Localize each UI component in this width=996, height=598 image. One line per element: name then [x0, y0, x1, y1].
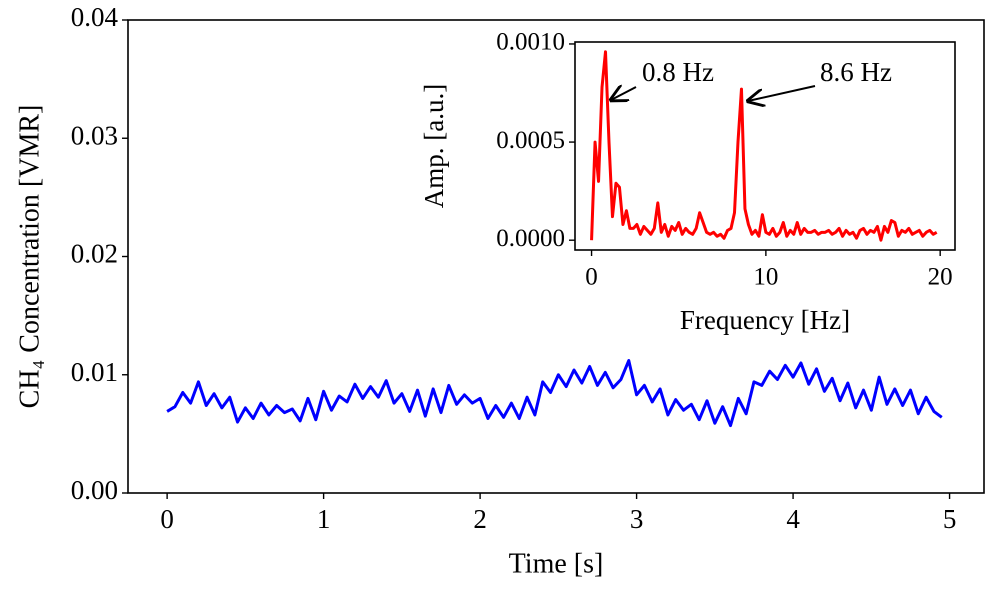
inset-background [415, 27, 970, 335]
data-line [590, 50, 938, 242]
annotation-arrow [611, 87, 637, 100]
axes-frame [574, 41, 956, 251]
data-line [166, 359, 943, 428]
x-axis-label: Frequency [Hz] [680, 305, 850, 335]
y-tick-label: 0.04 [71, 2, 119, 32]
y-tick-label: 0.0000 [496, 225, 565, 252]
x-tick-label: 3 [630, 504, 644, 534]
annotation-arrow [748, 85, 816, 101]
y-tick-label: 0.02 [71, 239, 118, 269]
y-tick-label: 0.00 [71, 475, 118, 505]
x-tick-label: 10 [753, 264, 778, 291]
x-tick-label: 1 [317, 504, 331, 534]
y-tick-label: 0.03 [71, 120, 118, 150]
y-axis-label: CH₄ Concentration [VMR] [14, 105, 45, 409]
y-tick-label: 0.01 [71, 357, 118, 387]
x-axis-label: Time [s] [509, 548, 604, 579]
annotation: 8.6 Hz [820, 57, 892, 87]
x-tick-label: 20 [928, 264, 953, 291]
x-tick-label: 0 [585, 264, 598, 291]
x-tick-label: 4 [786, 504, 800, 534]
y-tick-label: 0.0005 [496, 127, 565, 154]
annotation: 0.8 Hz [642, 57, 714, 87]
x-tick-label: 5 [943, 504, 957, 534]
y-tick-label: 0.0010 [496, 29, 565, 56]
x-tick-label: 0 [160, 504, 174, 534]
y-axis-label: Amp. [a.u.] [419, 84, 449, 208]
x-tick-label: 2 [473, 504, 487, 534]
